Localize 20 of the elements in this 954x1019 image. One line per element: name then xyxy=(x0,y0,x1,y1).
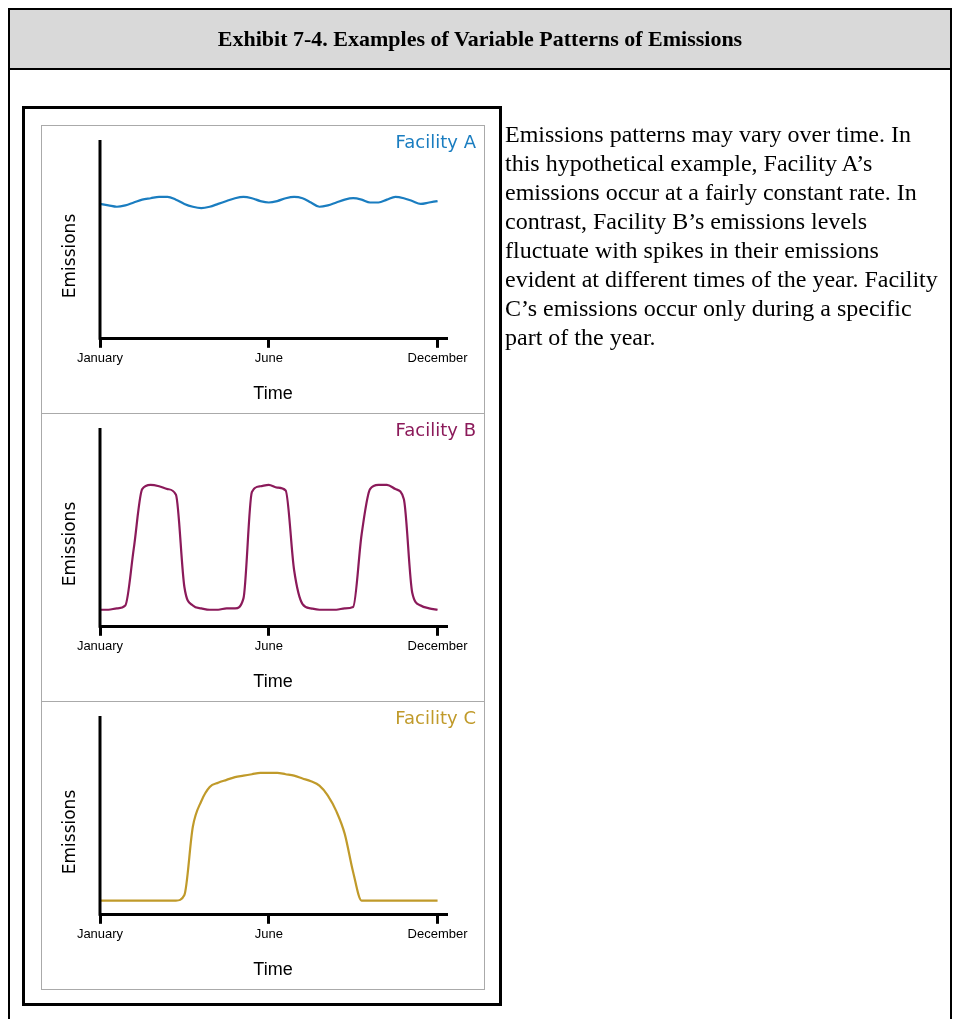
text: Facility C xyxy=(395,706,476,728)
x-tick-label: December xyxy=(407,638,469,654)
text: Facility A xyxy=(395,130,477,152)
x-tick-label: December xyxy=(407,350,469,366)
y-axis-title: Emissions xyxy=(59,212,79,301)
x-axis-title: Time xyxy=(253,671,293,692)
text: Facility B xyxy=(395,418,476,440)
x-axis-title: Time xyxy=(253,383,293,404)
y-axis-title: Emissions xyxy=(59,788,79,877)
chart-title: Exhibit 7-4. Examples of Variable Patterns of Emissions xyxy=(10,10,950,70)
text: Emissions patterns may vary over time. In this hypothetical example, Facility A’s emissions occur at a fairly constant rate. In contrast, Facility B’s emissions levels fluctuate with spikes in their emissions evident at different times of the year. Facility C’s emissions occur only during a specific part of the year. xyxy=(505,120,939,352)
x-tick-label: January xyxy=(76,926,124,942)
x-tick-label: June xyxy=(254,926,283,942)
x-tick-label: June xyxy=(254,350,283,366)
y-axis-title: Emissions xyxy=(59,500,79,589)
x-axis-title: Time xyxy=(253,959,293,980)
x-tick-label: January xyxy=(76,350,124,366)
x-tick-label: December xyxy=(407,926,469,942)
x-tick-label: June xyxy=(254,638,283,654)
x-tick-label: January xyxy=(76,638,124,654)
